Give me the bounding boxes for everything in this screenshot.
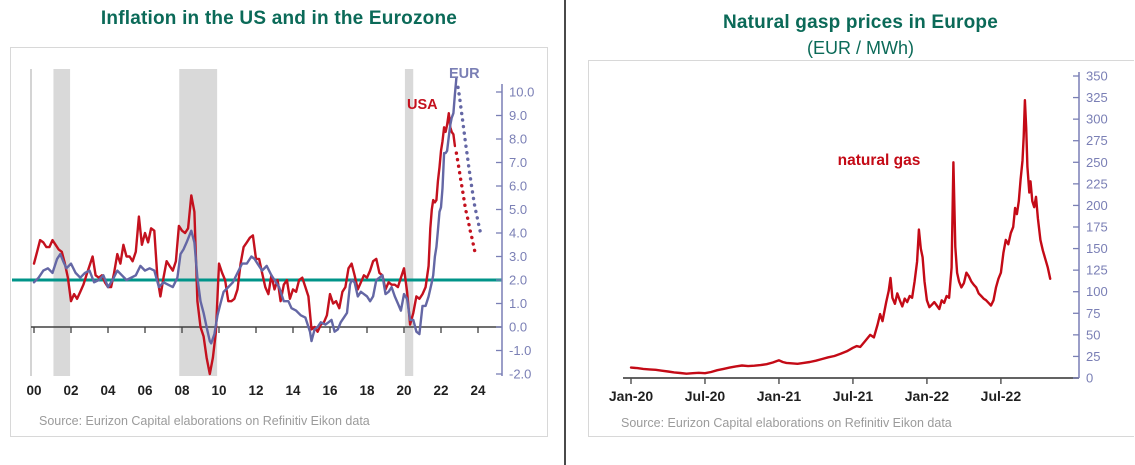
panel-divider-line [564,0,566,465]
eur-forecast-dots [456,85,483,238]
y-tick-label: 200 [1086,198,1108,213]
y-tick-label: 50 [1086,327,1100,342]
y-tick-label: 9.0 [509,108,527,123]
y-tick-label: 6.0 [509,179,527,194]
y-tick-label: 4.0 [509,226,527,241]
natural-gas-series-label: natural gas [838,152,921,169]
y-tick-label: 0 [1086,371,1093,386]
usa-line [32,111,457,376]
x-tick-label: Jul-20 [685,388,726,404]
x-tick-label: 10 [211,383,226,398]
inflation-chart: 00 02 04 06 08 10 12 14 16 18 20 22 24 10.0 9.0 8.0 7.0 6… [12,66,534,398]
x-tick-label: 24 [470,383,486,398]
eur-series-label: EUR [449,66,480,82]
recession-band [53,69,71,376]
inflation-source-text: Source: Eurizon Capital elaborations on … [39,414,370,428]
natural-gas-line [629,99,1052,375]
x-tick-label: Jul-21 [833,388,874,404]
y-tick-label: 8.0 [509,132,527,147]
y-tick-label: 0.0 [509,320,527,335]
gas-chart-subtitle: (EUR / MWh) [807,38,914,58]
x-tick-label: 04 [100,383,116,398]
inflation-chart-title: Inflation in the US and in the Eurozone [100,8,458,29]
y-tick-label: 350 [1086,69,1108,84]
usa-forecast-dots [454,151,477,254]
y-tick-label: 25 [1086,349,1100,364]
y-tick-label: 10.0 [509,85,534,100]
y-tick-label: 275 [1086,133,1108,148]
y-tick-label: 1.0 [509,296,527,311]
x-tick-label: 00 [26,383,41,398]
recession-band [404,69,414,376]
y-tick-label: -2.0 [509,367,531,382]
x-tick-label: 12 [248,383,263,398]
gas-chart-title: Natural gasp prices in Europe [722,12,999,33]
y-tick-label: 75 [1086,306,1100,321]
inflation-chart-box: 00 02 04 06 08 10 12 14 16 18 20 22 24 10.0 9.0 8.0 7.0 6… [10,47,548,437]
y-tick-label: 250 [1086,155,1108,170]
y-tick-label: 150 [1086,241,1108,256]
y-tick-label: 5.0 [509,202,527,217]
usa-series-label: USA [407,97,438,113]
x-tick-label: Jul-22 [981,388,1022,404]
x-tick-label: 06 [137,383,153,398]
gas-source-text: Source: Eurizon Capital elaborations on … [621,416,952,430]
natural-gas-chart: Jan-20 Jul-20 Jan-21 Jul-21 Jan-22 Jul-22 350 3… [609,69,1108,405]
y-tick-label: 225 [1086,176,1108,191]
x-tick-label: 14 [285,383,301,398]
gas-chart-box: Jan-20 Jul-20 Jan-21 Jul-21 Jan-22 Jul-22 350 3… [588,60,1134,437]
x-tick-label: Jan-22 [905,388,950,404]
inflation-panel: Inflation in the US and in the Eurozone … [0,0,564,465]
x-tick-label: 18 [359,383,375,398]
y-tick-label: 300 [1086,112,1108,127]
x-tick-label: Jan-20 [609,388,654,404]
y-tick-label: -1.0 [509,343,531,358]
y-tick-label: 125 [1086,263,1108,278]
natural-gas-panel: Natural gasp prices in Europe (EUR / MWh… [567,0,1135,465]
eur-line [32,76,458,345]
y-tick-label: 3.0 [509,249,527,264]
y-tick-label: 325 [1086,90,1108,105]
y-tick-label: 2.0 [509,273,527,288]
y-tick-label: 7.0 [509,155,527,170]
x-tick-label: 22 [433,383,448,398]
x-tick-label: Jan-21 [757,388,802,404]
x-tick-label: 02 [63,383,78,398]
x-tick-label: 08 [174,383,190,398]
y-tick-label: 175 [1086,220,1108,235]
y-tick-label: 100 [1086,284,1108,299]
recession-band [179,69,218,376]
x-tick-label: 16 [322,383,338,398]
x-tick-label: 20 [396,383,411,398]
